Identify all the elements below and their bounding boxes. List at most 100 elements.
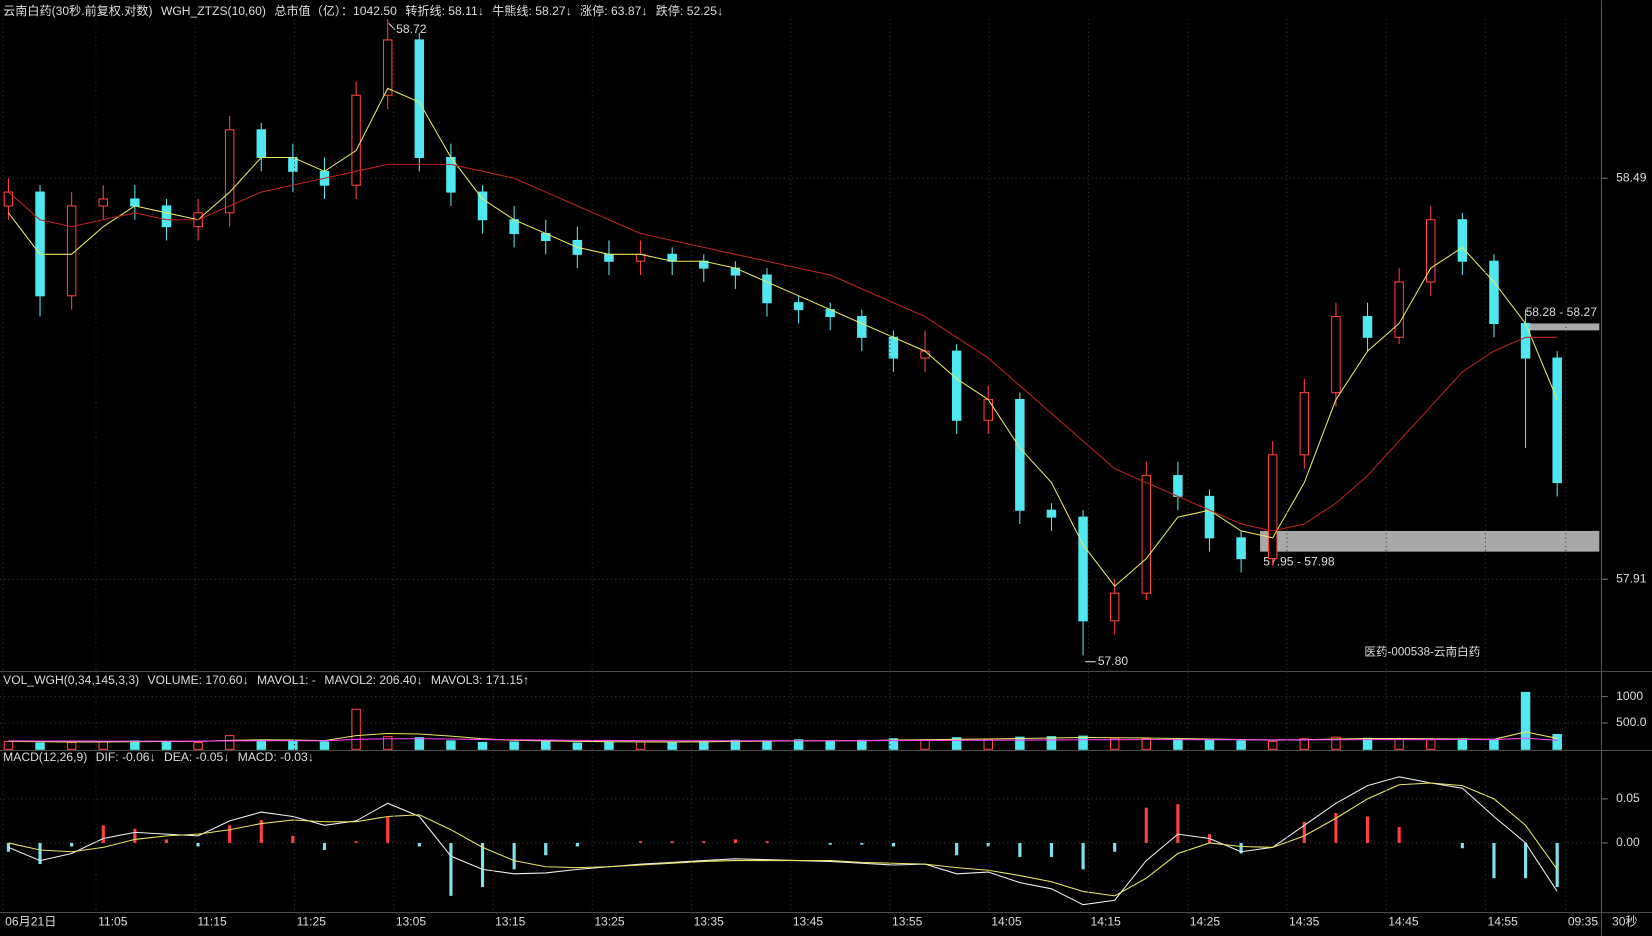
x-tick-label: 14:45 — [1388, 914, 1419, 928]
volume-bar — [1267, 740, 1278, 750]
volume-bar — [414, 737, 425, 750]
candle-body — [1078, 516, 1088, 622]
zone — [1522, 323, 1600, 331]
candle-body — [1015, 399, 1025, 511]
volume-bar — [1141, 738, 1152, 750]
legend-item: DIF: -0.06↓ — [96, 750, 156, 764]
x-tick-label: 09:35 — [1568, 914, 1599, 928]
candle-body — [3, 191, 14, 207]
candle-body — [130, 198, 140, 207]
watermark: 医药-000538-云南白药 — [1364, 644, 1480, 658]
candle-body — [983, 399, 993, 421]
candle-body — [857, 316, 867, 338]
candle-body — [1173, 475, 1183, 497]
volume-bar — [951, 737, 962, 750]
line — [8, 737, 1558, 742]
volume-bar — [1552, 734, 1562, 750]
candle-body — [509, 219, 519, 235]
candle-body — [1267, 454, 1278, 560]
volume-bar — [1236, 740, 1246, 750]
candle-body — [446, 156, 456, 193]
legend-item: MACD(12,26,9) — [3, 750, 87, 764]
volume-bar — [351, 708, 361, 750]
legend-item: MAVOL2: 206.40↓ — [324, 673, 422, 687]
candle-body — [414, 39, 425, 159]
volume-bar — [319, 741, 330, 750]
x-tick-label: 13:25 — [594, 914, 625, 928]
candle-body — [1204, 495, 1215, 539]
x-tick-label: 11:05 — [98, 914, 128, 928]
volume-bar — [1489, 739, 1499, 750]
volume-bar — [857, 739, 867, 750]
zone — [1260, 530, 1600, 552]
volume-bar — [983, 738, 993, 750]
x-tick-label: 14:15 — [1091, 914, 1122, 928]
candle-body — [161, 205, 172, 228]
volume-bar — [1015, 736, 1025, 750]
y-tick-label: 500.0 — [1616, 715, 1647, 729]
candle-body — [793, 302, 804, 311]
x-tick-label: 13:05 — [396, 914, 427, 928]
volume-bar — [382, 736, 393, 750]
legend-item: 云南白药(30秒.前复权.对数) — [3, 3, 152, 18]
legend-item: 转折线: 58.11↓ — [405, 3, 484, 18]
x-tick-label: 14:25 — [1190, 914, 1221, 928]
candle-body — [256, 129, 267, 159]
volume-bar — [667, 741, 677, 750]
volume-bar — [1331, 736, 1341, 750]
volume-bar — [699, 740, 709, 750]
candle-body — [477, 191, 488, 221]
volume-bar — [3, 740, 14, 750]
candle-body — [1552, 357, 1562, 484]
x-tick-label: 11:25 — [297, 914, 327, 928]
x-tick-label: 14:05 — [991, 914, 1022, 928]
candle-body — [1236, 537, 1246, 560]
x-tick-label: 13:45 — [793, 914, 824, 928]
volume-bar — [35, 742, 45, 750]
legend-item: 牛熊线: 58.27↓ — [492, 3, 571, 18]
x-tick-label: 13:35 — [694, 914, 725, 928]
volume-bar — [288, 740, 298, 750]
candle-body — [35, 191, 45, 297]
candle-body — [1394, 281, 1404, 338]
x-tick-label: 13:55 — [892, 914, 923, 928]
volume-bar — [446, 740, 456, 750]
legend-item: MACD: -0.03↓ — [238, 750, 314, 764]
low-label: 57.80 — [1098, 654, 1129, 668]
candle-body — [1457, 219, 1468, 262]
candle-body — [1520, 322, 1531, 359]
volume-bar — [604, 741, 614, 750]
candle-body — [66, 205, 77, 297]
volume-bar — [1457, 738, 1468, 750]
candle-body — [1109, 592, 1120, 622]
volume-bar — [1394, 738, 1404, 750]
candle-body — [951, 350, 962, 421]
legend-item: MAVOL3: 171.15↑ — [431, 673, 529, 687]
volume-bar — [762, 740, 772, 750]
volume-bar — [1046, 736, 1057, 750]
volume-bar — [477, 741, 488, 750]
y-tick-label: 57.91 — [1616, 572, 1647, 586]
x-tick-label: 13:15 — [495, 914, 526, 928]
candle-body — [224, 129, 235, 214]
volume-bar — [572, 742, 583, 750]
volume-bar — [193, 741, 203, 750]
legend-item: 总市值（亿）：1042.50 — [274, 3, 397, 18]
candle-body — [604, 253, 614, 262]
line — [8, 163, 1558, 532]
volume-bar — [541, 740, 551, 750]
legend-item: MAVOL1: - — [257, 673, 316, 687]
y-tick-label: 0.05 — [1616, 791, 1640, 805]
volume-bar — [66, 741, 77, 750]
candle-body — [98, 198, 108, 207]
y-tick-label: 0.00 — [1616, 835, 1640, 849]
volume-bar — [1426, 739, 1436, 750]
y-tick-label: 1000 — [1616, 689, 1643, 703]
volume-bar — [256, 739, 267, 750]
candle-body — [1362, 316, 1373, 338]
legend-item: 跌停: 52.25↓ — [656, 3, 723, 18]
zone-label: 58.28 - 58.27 — [1526, 305, 1598, 319]
